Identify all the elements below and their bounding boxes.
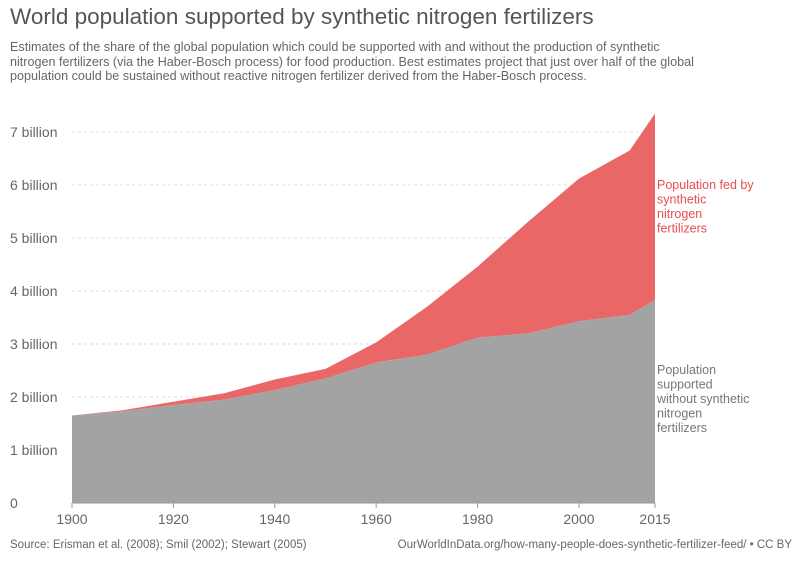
legend-label-line: Population fed by xyxy=(657,178,754,192)
legend-label-line: nitrogen xyxy=(657,407,702,421)
y-tick-label: 3 billion xyxy=(10,336,57,352)
source-url[interactable]: OurWorldInData.org/how-many-people-does-… xyxy=(397,539,792,551)
y-tick-label: 7 billion xyxy=(10,124,57,140)
x-tick-label: 1940 xyxy=(259,511,290,527)
x-tick-label: 1980 xyxy=(462,511,493,527)
y-tick-label: 6 billion xyxy=(10,177,57,193)
legend-label-line: fertilizers xyxy=(657,421,707,435)
x-tick-label: 1900 xyxy=(56,511,87,527)
chart-title: World population supported by synthetic … xyxy=(10,4,594,29)
source-note: Source: Erisman et al. (2008); Smil (200… xyxy=(10,539,307,551)
y-tick-label: 1 billion xyxy=(10,442,57,458)
x-tick-label: 2015 xyxy=(639,511,670,527)
x-tick-label: 2000 xyxy=(563,511,594,527)
chart-subtitle: Estimates of the share of the global pop… xyxy=(10,40,694,84)
legend-label-line: Population xyxy=(657,363,716,377)
x-tick-label: 1960 xyxy=(361,511,392,527)
x-tick-label: 1920 xyxy=(158,511,189,527)
y-tick-label: 4 billion xyxy=(10,283,57,299)
legend-label-line: supported xyxy=(657,378,713,392)
legend-label-line: nitrogen xyxy=(657,207,702,221)
y-tick-label: 5 billion xyxy=(10,230,57,246)
y-tick-label: 2 billion xyxy=(10,389,57,405)
y-tick-label: 0 xyxy=(10,495,18,511)
legend-label-line: fertilizers xyxy=(657,222,707,236)
area-series-fertilizer xyxy=(72,113,655,416)
area-series-without-fertilizer xyxy=(72,300,655,503)
legend-label-line: synthetic xyxy=(657,193,706,207)
legend-label-line: without synthetic xyxy=(656,392,749,406)
